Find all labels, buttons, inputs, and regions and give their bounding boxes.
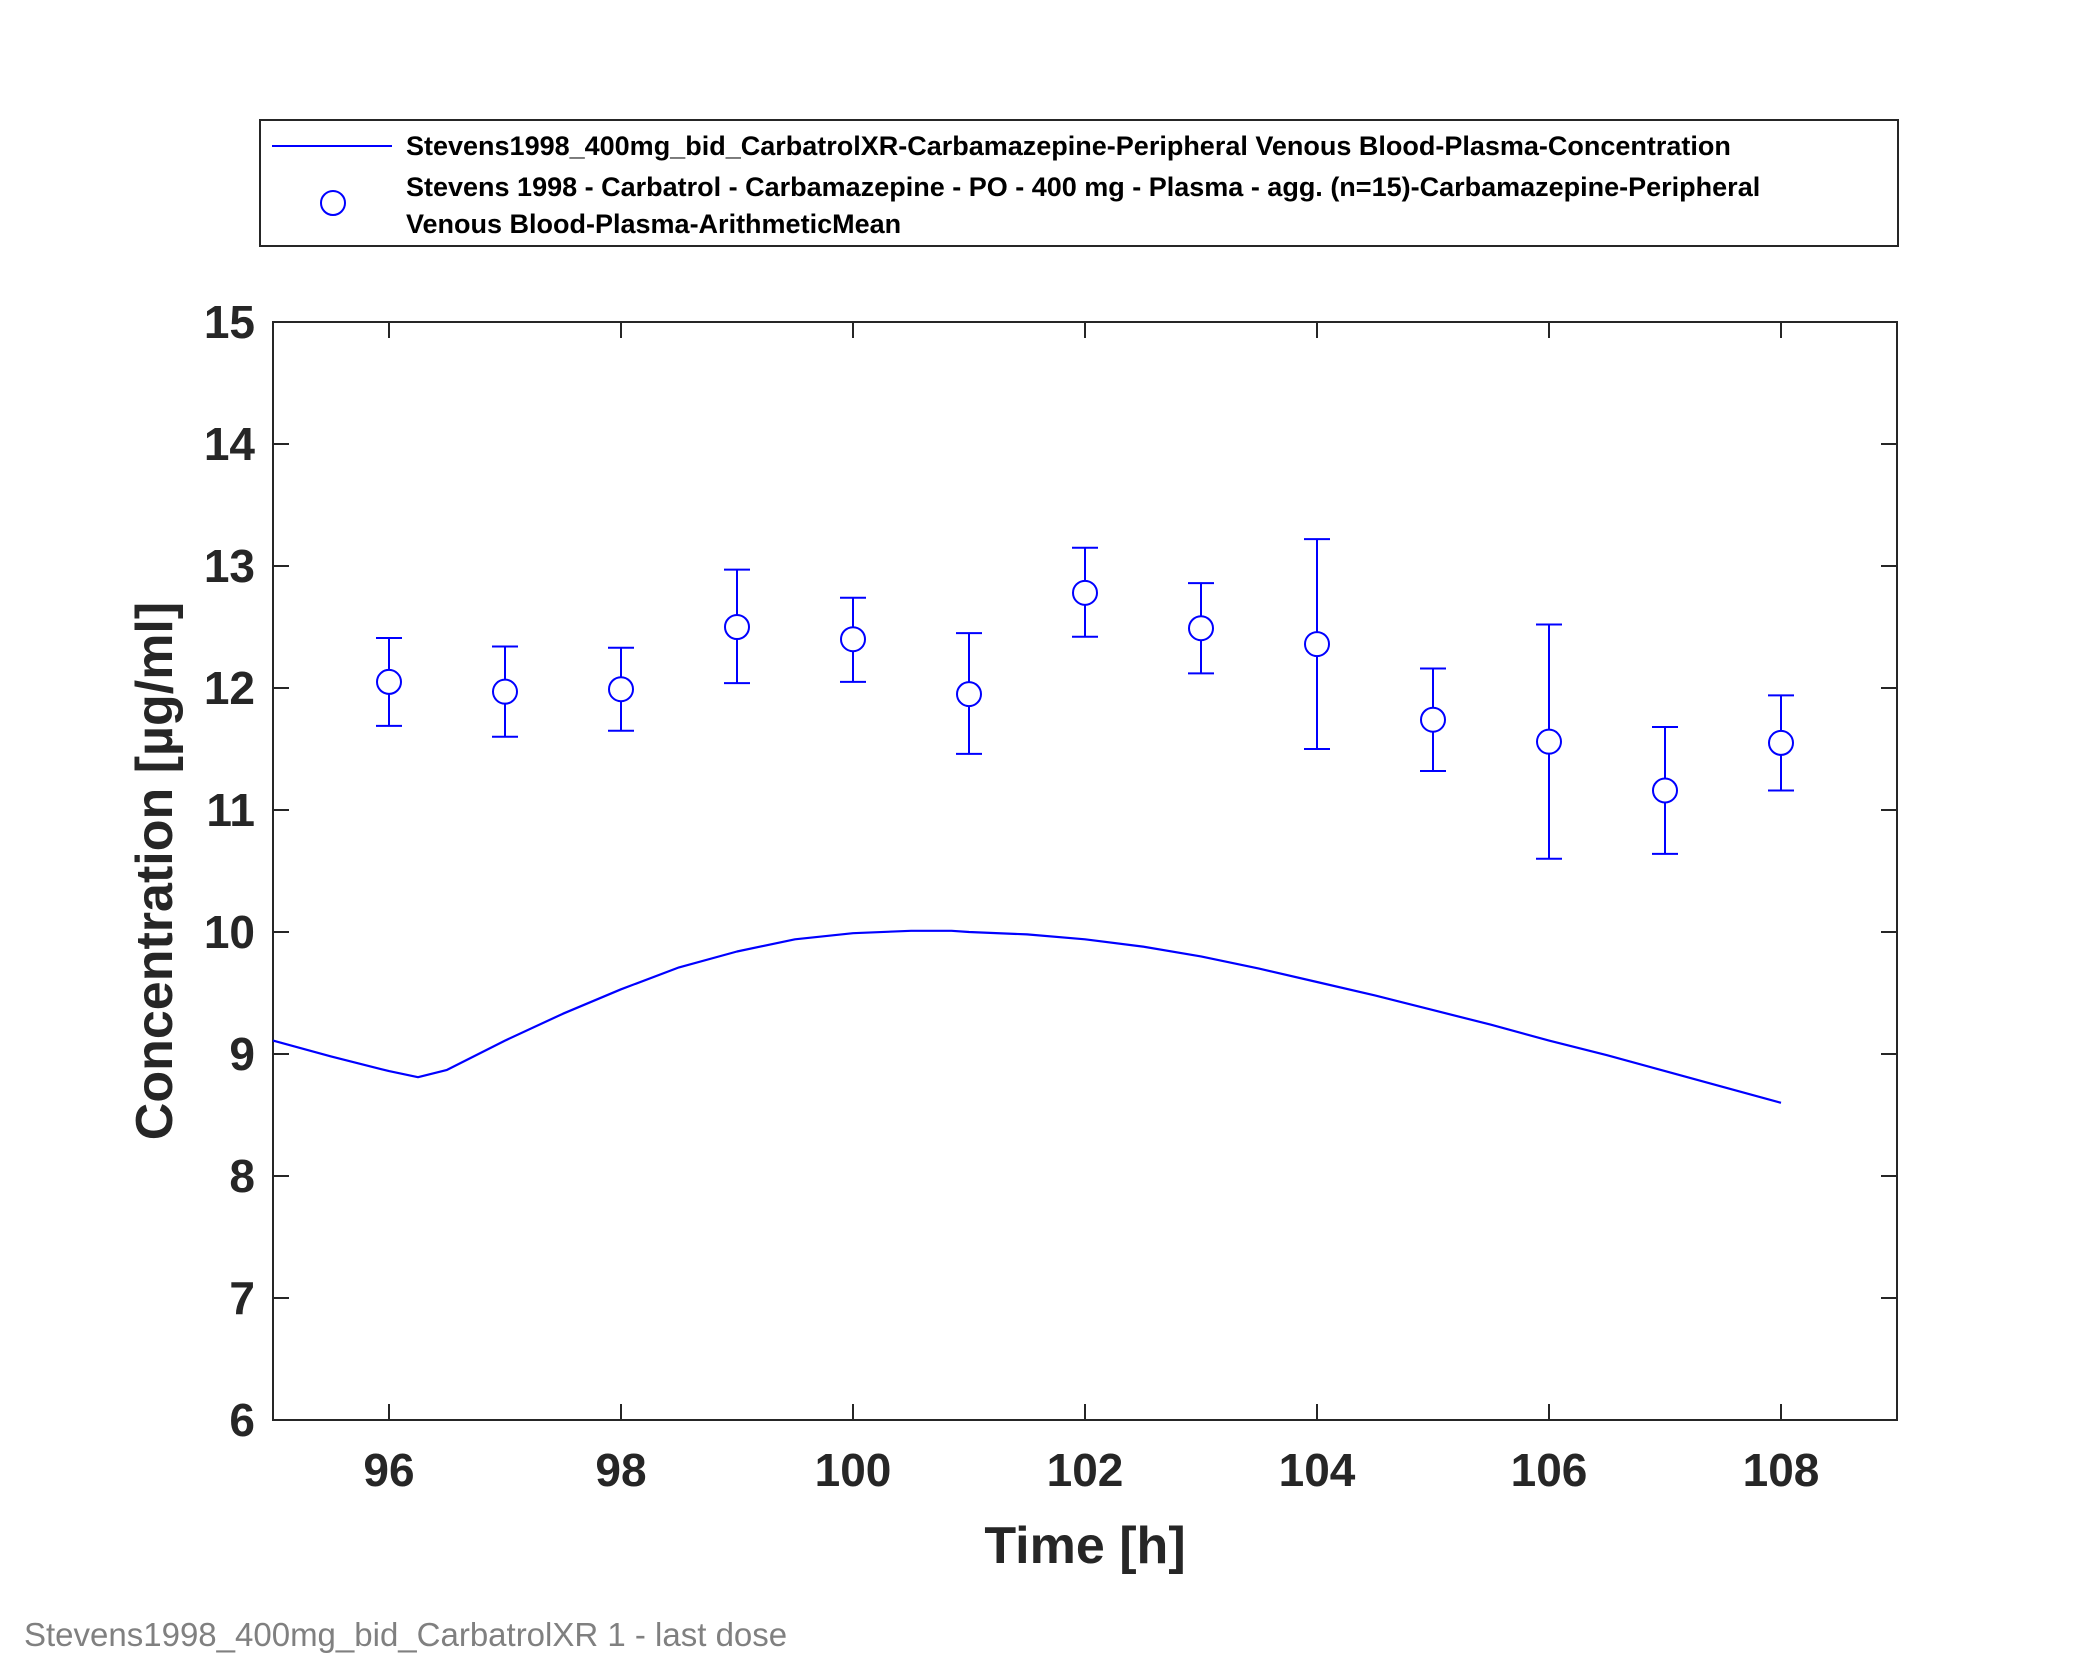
observed-point: [1072, 546, 1098, 638]
legend-entry-simulation: Stevens1998_400mg_bid_CarbatrolXR-Carbam…: [406, 131, 1731, 161]
observed-marker: [956, 681, 982, 708]
x-tick-label: 106: [1511, 1444, 1588, 1496]
plot-area: 96 98 100 102 104 106 108 6 7 8 9 10 11 12 13 14 15: [204, 296, 1898, 1496]
legend-circle-marker: [320, 190, 346, 216]
x-tick-label: 102: [1047, 1444, 1124, 1496]
observed-marker: [376, 668, 402, 695]
x-tick-label: 96: [363, 1444, 414, 1496]
observed-point: [724, 568, 750, 685]
legend-entry-observed-line-2: Venous Blood-Plasma-ArithmeticMean: [406, 209, 901, 239]
observed-point: [1304, 538, 1330, 750]
legend-entry-observed-line-1: Stevens 1998 - Carbatrol - Carbamazepine…: [406, 172, 1760, 202]
series-layer: [272, 538, 1794, 1104]
legend-box: [259, 119, 1899, 247]
tick-labels: 96 98 100 102 104 106 108 6 7 8 9 10 11 12 13 14 15: [204, 296, 1820, 1496]
x-axis-label: Time [h]: [984, 1517, 1185, 1575]
observed-point: [608, 646, 634, 732]
observed-marker: [840, 626, 866, 653]
y-axis-label: Concentration [µg/ml]: [126, 602, 184, 1140]
observed-point: [376, 636, 402, 727]
y-tick-label: 8: [229, 1150, 255, 1202]
observed-marker: [1652, 777, 1678, 804]
observed-marker: [1420, 706, 1446, 733]
y-tick-label: 14: [204, 418, 256, 470]
x-tick-label: 100: [815, 1444, 892, 1496]
observed-point: [492, 645, 518, 738]
y-tick-label: 11: [206, 784, 255, 836]
y-tick-label: 13: [204, 540, 255, 592]
y-tick-label: 7: [229, 1272, 255, 1324]
observed-point: [840, 596, 866, 683]
x-tick-label: 108: [1743, 1444, 1820, 1496]
observed-marker: [724, 614, 750, 640]
observed-marker: [492, 678, 518, 705]
tick-marks: [273, 321, 1897, 1421]
observed-marker: [1188, 615, 1214, 642]
observed-point: [1652, 726, 1678, 855]
observed-point: [956, 632, 982, 755]
legend: Stevens1998_400mg_bid_CarbatrolXR-Carbam…: [259, 119, 1899, 247]
y-tick-label: 6: [229, 1394, 255, 1446]
observed-point: [1420, 667, 1446, 772]
x-tick-label: 104: [1279, 1444, 1356, 1496]
observed-point: [1536, 623, 1562, 860]
y-tick-label: 10: [204, 906, 255, 958]
series-simulation-line: [272, 929, 1782, 1104]
y-tick-label: 12: [204, 662, 255, 714]
observed-point: [1188, 582, 1214, 675]
x-tick-label: 98: [595, 1444, 646, 1496]
observed-marker: [1536, 728, 1562, 755]
footer-caption: Stevens1998_400mg_bid_CarbatrolXR 1 - la…: [24, 1616, 787, 1653]
plot-frame: [272, 321, 1898, 1421]
observed-marker: [1072, 579, 1098, 606]
y-tick-label: 9: [229, 1028, 255, 1080]
observed-marker: [608, 676, 634, 703]
y-tick-label: 15: [204, 296, 255, 348]
observed-marker: [1304, 631, 1330, 658]
observed-point: [1768, 694, 1794, 792]
observed-marker: [1768, 729, 1794, 756]
